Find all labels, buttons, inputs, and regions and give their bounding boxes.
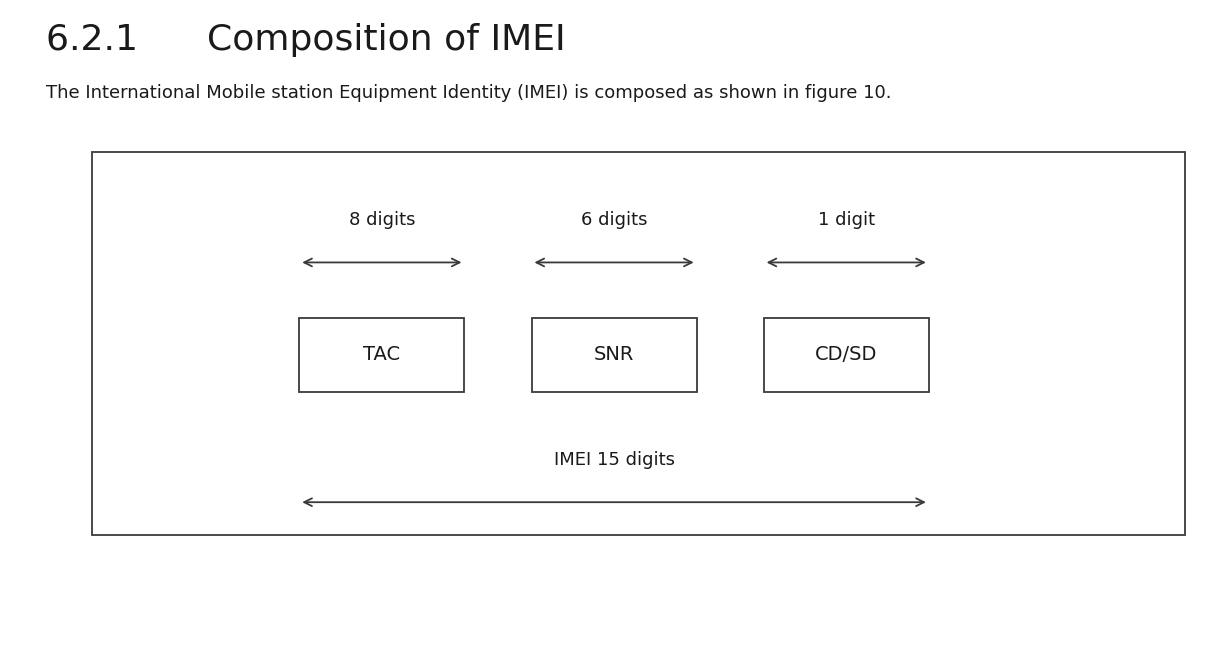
Bar bbox=[764, 318, 929, 392]
Text: IMEI 15 digits: IMEI 15 digits bbox=[554, 451, 675, 469]
Bar bbox=[92, 152, 1185, 535]
Text: CD/SD: CD/SD bbox=[815, 345, 877, 364]
Text: 1 digit: 1 digit bbox=[818, 211, 875, 229]
Text: SNR: SNR bbox=[594, 345, 634, 364]
Text: 6 digits: 6 digits bbox=[580, 211, 648, 229]
Text: 6.2.1      Composition of IMEI: 6.2.1 Composition of IMEI bbox=[46, 23, 566, 56]
Bar bbox=[532, 318, 697, 392]
Text: The International Mobile station Equipment Identity (IMEI) is composed as shown : The International Mobile station Equipme… bbox=[46, 84, 892, 102]
Text: 8 digits: 8 digits bbox=[348, 211, 415, 229]
Bar bbox=[299, 318, 464, 392]
Text: TAC: TAC bbox=[363, 345, 401, 364]
